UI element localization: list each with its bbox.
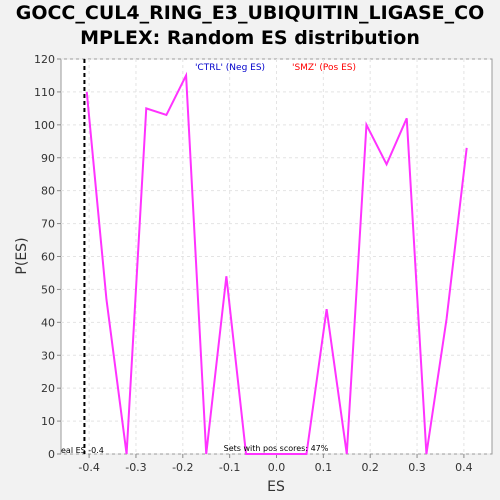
real-es-label: eal ES -0.4: [61, 446, 104, 455]
y-axis: 0 10 20 30 40 50 60 70 80 90 100 110 120: [34, 53, 61, 461]
x-tick-label: 0.0: [268, 461, 286, 474]
series-line: [85, 71, 468, 455]
x-tick-label: -0.3: [125, 461, 146, 474]
y-axis-label: P(ES): [14, 237, 30, 274]
x-tick-label: -0.1: [219, 461, 240, 474]
y-tick-label: 50: [41, 283, 55, 296]
y-tick-label: 120: [34, 53, 55, 66]
x-tick-label: 0.4: [455, 461, 473, 474]
chart-title-line-1: GOCC_CUL4_RING_E3_UBIQUITIN_LIGASE_CO: [15, 2, 485, 24]
y-tick-label: 0: [48, 448, 55, 461]
y-tick-label: 110: [34, 86, 55, 99]
chart-title-line-2: MPLEX: Random ES distribution: [80, 27, 420, 49]
x-tick-label: 0.2: [361, 461, 379, 474]
x-axis-label: ES: [267, 479, 285, 495]
y-tick-label: 30: [41, 349, 55, 362]
pos-scores-annotation: Sets with pos scores: 47%: [224, 444, 329, 453]
y-tick-label: 70: [41, 218, 55, 231]
y-tick-label: 100: [34, 119, 55, 132]
y-tick-label: 90: [41, 152, 55, 165]
x-tick-label: -0.4: [78, 461, 99, 474]
x-axis: -0.4 -0.3 -0.2 -0.1 0.0 0.1 0.2 0.3 0.4: [78, 454, 473, 474]
y-tick-label: 40: [41, 316, 55, 329]
plot-area: [60, 58, 493, 455]
y-tick-label: 60: [41, 251, 55, 264]
x-tick-label: 0.1: [315, 461, 333, 474]
x-tick-label: 0.3: [408, 461, 426, 474]
y-tick-label: 80: [41, 185, 55, 198]
legend-ctrl: 'CTRL' (Neg ES): [195, 63, 265, 73]
y-tick-label: 20: [41, 382, 55, 395]
legend-smz: 'SMZ' (Pos ES): [292, 63, 356, 73]
x-tick-label: -0.2: [172, 461, 193, 474]
y-tick-label: 10: [41, 415, 55, 428]
